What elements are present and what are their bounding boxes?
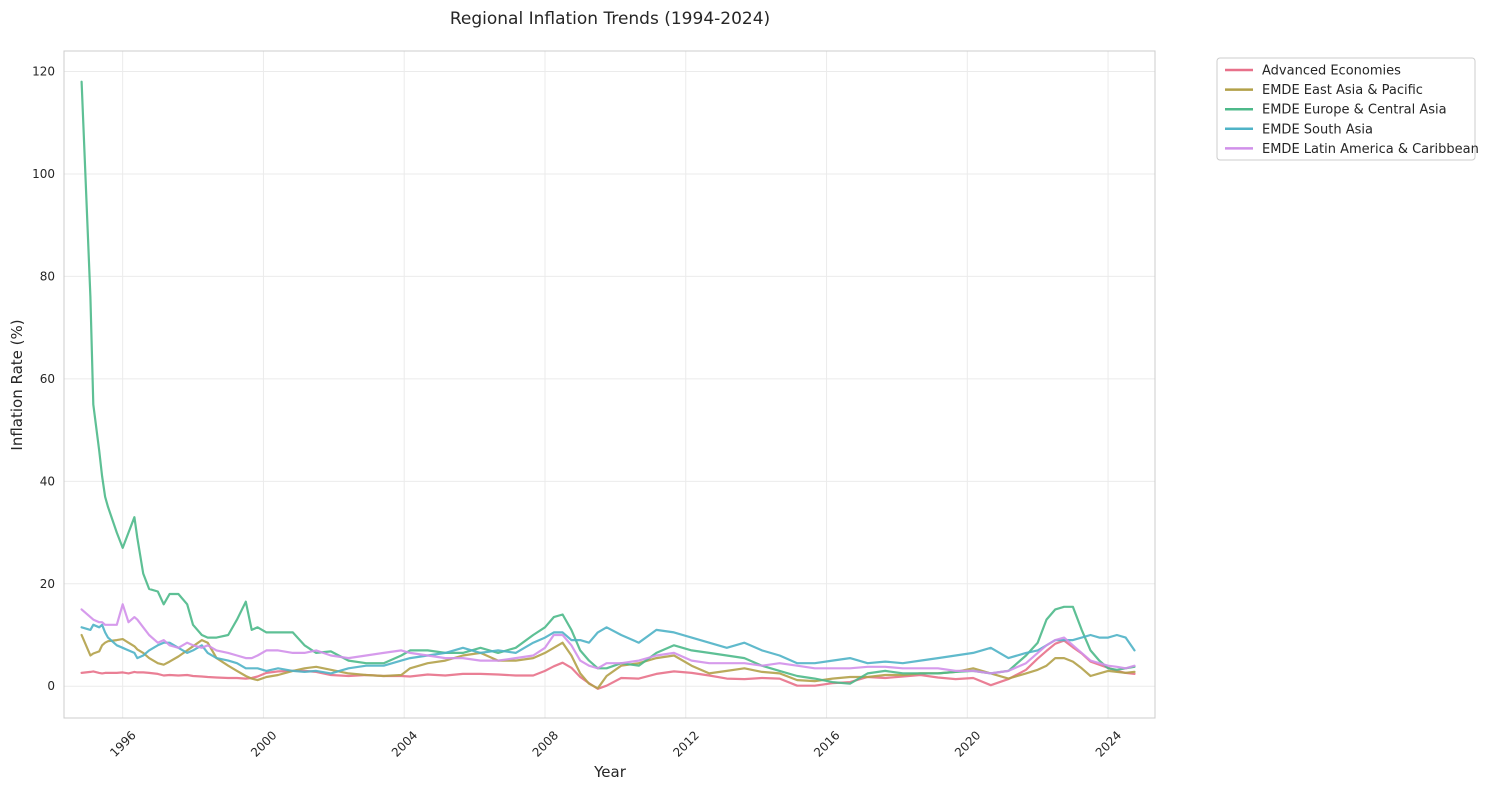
legend-box — [1216, 57, 1476, 161]
y-tick-label: 120 — [32, 64, 55, 78]
plot-area — [63, 50, 1156, 719]
chart-title: Regional Inflation Trends (1994-2024) — [450, 9, 770, 29]
y-tick-label: 60 — [40, 372, 55, 386]
y-tick-label: 40 — [40, 474, 55, 488]
series-line — [80, 639, 1136, 690]
series-lines — [80, 80, 1136, 690]
y-axis-ticks: 0 20 40 60 80 100 120 — [32, 64, 55, 693]
legend-entry: EMDE Europe & Central Asia — [1262, 103, 1447, 118]
y-tick-label: 20 — [40, 577, 55, 591]
y-tick-label: 0 — [47, 679, 55, 693]
grid — [64, 51, 1155, 718]
series-line — [80, 633, 1136, 690]
legend-entry: Advanced Economies — [1262, 64, 1401, 79]
series-line — [80, 623, 1136, 675]
legend-entry: EMDE Latin America & Caribbean — [1262, 142, 1479, 157]
series-line — [80, 603, 1136, 675]
legend-entry: EMDE South Asia — [1262, 122, 1373, 137]
plot-frame — [63, 50, 1156, 719]
legend-entry: EMDE East Asia & Pacific — [1262, 83, 1423, 98]
y-axis-label: Inflation Rate (%) — [8, 319, 26, 450]
legend: Advanced Economies EMDE East Asia & Pacif… — [1216, 57, 1479, 161]
legend-items: Advanced Economies EMDE East Asia & Pacif… — [1225, 64, 1479, 157]
x-axis-label: Year — [593, 763, 627, 781]
y-tick-label: 100 — [32, 167, 55, 181]
y-tick-label: 80 — [40, 269, 55, 283]
